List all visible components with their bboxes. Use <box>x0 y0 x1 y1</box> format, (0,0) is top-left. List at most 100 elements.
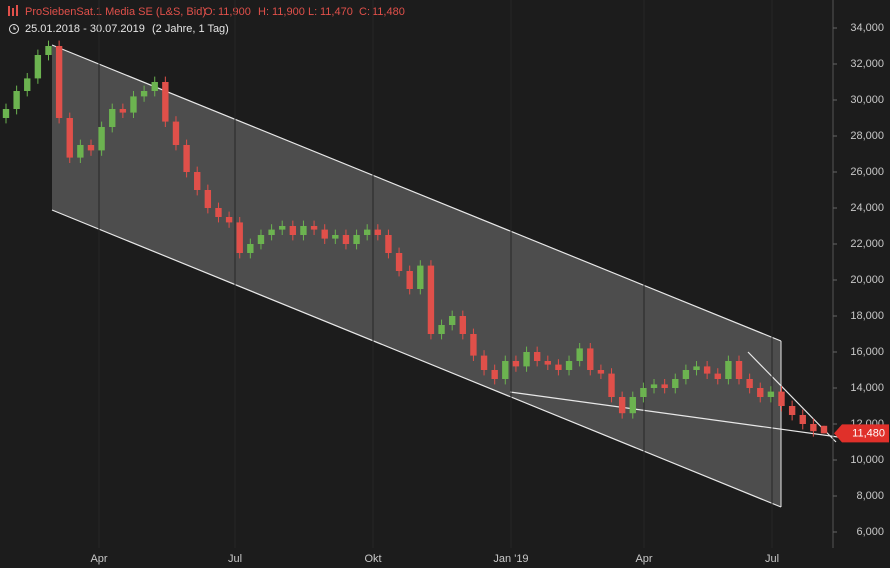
y-tick-label: 34,000 <box>850 22 884 34</box>
quote-value: 11,900 <box>272 6 305 18</box>
candles <box>2 40 828 437</box>
candle-body <box>257 235 265 244</box>
candle-body <box>810 424 817 432</box>
candle-body <box>693 366 700 370</box>
candle-body <box>395 253 403 271</box>
candle-body <box>247 244 254 253</box>
candle-body <box>448 316 456 325</box>
y-tick-label: 32,000 <box>850 58 884 70</box>
candle-body <box>162 82 169 122</box>
icon <box>16 5 18 16</box>
y-tick-label: 30,000 <box>850 94 884 106</box>
candle-body <box>661 384 668 388</box>
support-line <box>509 391 839 438</box>
candle-body <box>374 229 382 235</box>
candle-body <box>321 229 328 239</box>
candle-body <box>629 397 636 414</box>
candle-body <box>438 325 445 334</box>
quote-label: O: <box>204 6 216 18</box>
candle-body <box>703 366 711 374</box>
candle-body <box>55 46 63 118</box>
candle-body <box>735 361 743 379</box>
candle-body <box>289 226 297 235</box>
candle-body <box>746 379 753 388</box>
clock-icon <box>13 26 16 30</box>
candle-body <box>353 235 360 244</box>
candle-body <box>470 334 477 356</box>
clock-icon <box>9 24 19 34</box>
candle-body <box>757 388 764 397</box>
x-tick-label: Jul <box>228 553 242 565</box>
y-tick-label: 28,000 <box>850 130 884 142</box>
candle-body <box>618 397 626 414</box>
channel-upper <box>51 44 782 342</box>
candle-body <box>459 316 466 334</box>
y-tick-label: 20,000 <box>850 274 884 286</box>
x-tick-label: Apr <box>90 553 107 565</box>
x-tick-label: Okt <box>364 553 381 565</box>
quote-value: 11,480 <box>372 6 405 18</box>
candle-body <box>788 406 796 415</box>
candle-body <box>385 235 392 253</box>
candle-body <box>2 109 10 118</box>
candle-body <box>279 226 286 230</box>
candle-body <box>480 355 488 370</box>
header: ProSiebenSat.1 Media SE (L&S, Bid) O: 11… <box>8 5 405 35</box>
candle-body <box>417 265 424 289</box>
candle-body <box>204 190 212 208</box>
candle-body <box>300 226 307 235</box>
y-tick-label: 22,000 <box>850 238 884 250</box>
candle-body <box>544 361 551 365</box>
candle-body <box>576 348 583 361</box>
candle-body <box>268 229 275 235</box>
candle-body <box>597 370 605 374</box>
quote-label: L: <box>308 6 317 18</box>
quote-value: 11,470 <box>320 6 353 18</box>
icon <box>8 6 10 16</box>
candle-body <box>427 265 435 334</box>
channel <box>51 44 839 508</box>
candle-body <box>24 78 31 91</box>
candle-body <box>183 145 190 172</box>
x-tick-label: Jul <box>765 553 779 565</box>
quote-label: C: <box>359 6 370 18</box>
candle-body <box>725 361 732 379</box>
candle-body <box>672 379 679 388</box>
y-tick-label: 6,000 <box>856 526 884 538</box>
channel-fill <box>52 45 781 507</box>
y-tick-label: 14,000 <box>850 382 884 394</box>
candle-body <box>491 370 498 379</box>
candle-body <box>13 91 20 109</box>
candle-body <box>640 388 647 397</box>
y-tick-label: 18,000 <box>850 310 884 322</box>
channel-lower <box>51 209 782 508</box>
candle-body <box>140 91 148 97</box>
candle-body <box>119 109 127 113</box>
candle-body <box>130 96 137 113</box>
quote-value: 11,900 <box>218 6 251 18</box>
y-tick-label: 8,000 <box>856 490 884 502</box>
candle-body <box>364 229 371 235</box>
candle-body <box>45 46 52 55</box>
candle-body <box>77 145 84 158</box>
candle-body <box>34 55 42 79</box>
candle-body <box>225 217 233 223</box>
candle-body <box>66 118 73 158</box>
candle-body <box>682 370 690 379</box>
instrument-name: ProSiebenSat.1 Media SE (L&S, Bid) <box>25 6 206 18</box>
last-price-tag <box>834 424 889 443</box>
candle-body <box>332 235 339 239</box>
date-range: 25.01.2018 - 30.07.2019 <box>25 23 145 35</box>
y-tick-label: 16,000 <box>850 346 884 358</box>
candle-body <box>502 361 509 379</box>
x-tick-label: Jan '19 <box>493 553 528 565</box>
candle-body <box>512 361 520 367</box>
last-price-label: 11,480 <box>852 427 885 439</box>
y-tick-label: 26,000 <box>850 166 884 178</box>
y-tick-label: 10,000 <box>850 454 884 466</box>
candle-body <box>533 352 541 361</box>
candle-body <box>87 145 95 151</box>
candle-body <box>151 82 158 91</box>
candle-body <box>194 172 201 190</box>
